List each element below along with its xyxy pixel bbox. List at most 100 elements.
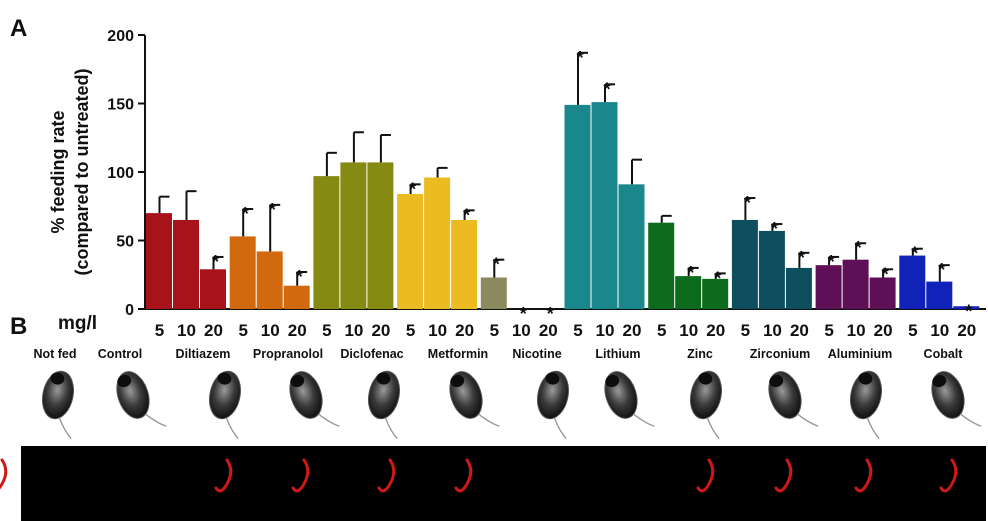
dose-label: 20 bbox=[371, 321, 390, 340]
daphnia-head bbox=[290, 374, 305, 388]
daphnia-body bbox=[604, 371, 638, 419]
dose-label: 20 bbox=[204, 321, 223, 340]
gut-fluorescence bbox=[696, 458, 715, 493]
daphnia-micrograph bbox=[289, 371, 340, 427]
dose-label: 5 bbox=[322, 321, 331, 340]
daphnia-spine bbox=[797, 413, 819, 427]
daphnia-body bbox=[537, 370, 569, 420]
bar bbox=[480, 277, 507, 309]
dose-label: 10 bbox=[596, 321, 615, 340]
y-tick-label: 100 bbox=[107, 165, 134, 182]
bar bbox=[675, 276, 702, 309]
dose-label: 20 bbox=[539, 321, 558, 340]
daphnia-head bbox=[698, 372, 713, 385]
y-tick-label: 200 bbox=[107, 28, 134, 45]
significance-star: * bbox=[520, 304, 527, 324]
bar bbox=[451, 219, 478, 309]
panel-b-label: Zirconium bbox=[750, 347, 810, 361]
dose-label: 20 bbox=[790, 321, 809, 340]
significance-star: * bbox=[296, 267, 303, 287]
daphnia-body bbox=[768, 371, 802, 419]
daphnia-micrograph bbox=[931, 371, 982, 427]
dose-label: 20 bbox=[874, 321, 893, 340]
daphnia-spine bbox=[145, 413, 167, 427]
gut-fluorescence bbox=[377, 458, 396, 493]
dose-label: 10 bbox=[847, 321, 866, 340]
bar bbox=[591, 102, 618, 309]
bar bbox=[953, 306, 980, 309]
daphnia-head bbox=[217, 372, 232, 385]
dose-label: 10 bbox=[344, 321, 363, 340]
y-tick-label: 0 bbox=[125, 302, 134, 319]
daphnia-micrograph bbox=[42, 370, 74, 440]
panel-label-a: A bbox=[10, 15, 27, 42]
dose-label: 5 bbox=[573, 321, 582, 340]
daphnia-spine bbox=[866, 417, 880, 440]
dose-label: 10 bbox=[177, 321, 196, 340]
significance-star: * bbox=[798, 248, 805, 268]
dose-label: 10 bbox=[261, 321, 280, 340]
daphnia-spine bbox=[478, 413, 500, 427]
panel-b-labels: Not fed Control Diltiazem Propranolol Diclof… bbox=[33, 347, 963, 361]
dose-label: 5 bbox=[490, 321, 499, 340]
panel-b-label: Diclofenac bbox=[340, 347, 403, 361]
daphnia-body bbox=[931, 371, 965, 419]
dose-label: 10 bbox=[930, 321, 949, 340]
bar bbox=[200, 269, 226, 309]
daphnia-spine bbox=[58, 417, 72, 440]
daphnia-head bbox=[50, 372, 65, 385]
daphnia-micrograph bbox=[449, 371, 500, 427]
gut-fluorescence bbox=[854, 458, 873, 493]
panel-label-b: B bbox=[10, 313, 27, 340]
dose-label: 5 bbox=[238, 321, 247, 340]
significance-star: * bbox=[771, 219, 778, 239]
dose-label: 10 bbox=[679, 321, 698, 340]
y-axis-label-line1: % feeding rate bbox=[48, 110, 68, 233]
bar bbox=[173, 219, 199, 309]
bar bbox=[899, 255, 926, 309]
daphnia-micrograph bbox=[537, 370, 569, 440]
daphnia-spine bbox=[384, 417, 398, 440]
significance-star: * bbox=[687, 263, 694, 283]
bar bbox=[785, 267, 812, 309]
dose-label: 5 bbox=[657, 321, 666, 340]
daphnia-body bbox=[690, 370, 722, 420]
daphnia-micrograph bbox=[850, 370, 882, 440]
panel-b-label: Cobalt bbox=[924, 347, 964, 361]
daphnia-spine bbox=[553, 417, 567, 440]
bar bbox=[702, 278, 729, 309]
gut-fluorescence bbox=[214, 458, 233, 493]
fluorescence-strip bbox=[21, 446, 986, 521]
dose-label: 5 bbox=[741, 321, 750, 340]
significance-star: * bbox=[714, 268, 721, 288]
significance-star: * bbox=[911, 244, 918, 264]
bar bbox=[564, 104, 591, 310]
daphnia-body bbox=[289, 371, 323, 419]
panel-b-label: Propranolol bbox=[253, 347, 323, 361]
gut-fluorescence bbox=[939, 458, 958, 493]
significance-star: * bbox=[603, 79, 610, 99]
panel-b-label: Metformin bbox=[428, 347, 488, 361]
bar bbox=[424, 177, 451, 309]
daphnia-micrograph bbox=[368, 370, 400, 440]
bar bbox=[926, 281, 953, 309]
panel-b-fluorescence bbox=[0, 458, 958, 493]
daphnia-micrograph bbox=[116, 371, 167, 427]
daphnia-spine bbox=[225, 417, 239, 440]
bar bbox=[842, 259, 869, 309]
dose-unit-label: mg/l bbox=[58, 313, 97, 334]
dose-label: 20 bbox=[957, 321, 976, 340]
daphnia-head bbox=[450, 374, 465, 388]
bar-chart: 0 50 100 150 200 * * * * * * * * * * * * * * * * * * * * * * 5 10 2… bbox=[107, 28, 986, 340]
bar bbox=[367, 162, 394, 309]
dose-label: 5 bbox=[155, 321, 164, 340]
dose-label: 10 bbox=[512, 321, 531, 340]
significance-star: * bbox=[882, 264, 889, 284]
dose-label: 5 bbox=[908, 321, 917, 340]
gut-fluorescence bbox=[774, 458, 793, 493]
daphnia-micrograph bbox=[690, 370, 722, 440]
significance-star: * bbox=[269, 200, 276, 220]
daphnia-head bbox=[858, 372, 873, 385]
dose-label: 20 bbox=[706, 321, 725, 340]
bar bbox=[256, 251, 283, 309]
